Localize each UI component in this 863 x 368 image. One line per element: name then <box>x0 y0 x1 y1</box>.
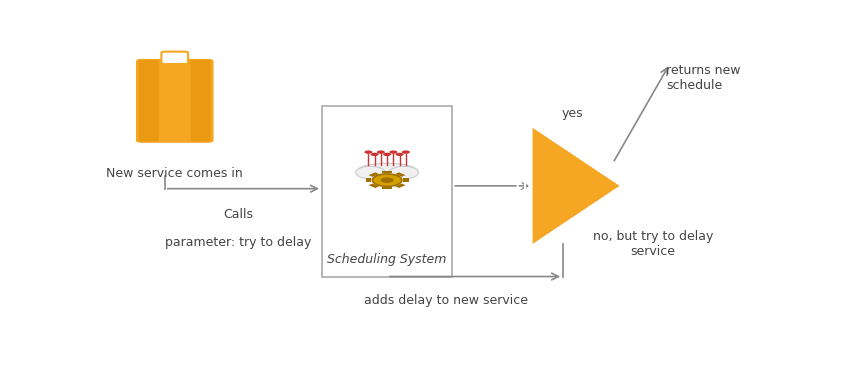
Bar <box>382 187 392 189</box>
Text: returns new
schedule: returns new schedule <box>666 64 740 92</box>
Ellipse shape <box>363 173 411 180</box>
Circle shape <box>383 153 391 156</box>
Text: adds delay to new service: adds delay to new service <box>363 294 527 307</box>
Bar <box>369 184 379 188</box>
Bar <box>382 171 392 173</box>
Bar <box>322 106 452 276</box>
Text: parameter: try to delay: parameter: try to delay <box>165 236 312 249</box>
Text: check if possible: check if possible <box>515 179 626 192</box>
Ellipse shape <box>357 163 417 179</box>
FancyBboxPatch shape <box>191 60 211 142</box>
Circle shape <box>356 166 385 179</box>
Circle shape <box>364 151 373 154</box>
Text: yes: yes <box>562 107 583 120</box>
Circle shape <box>395 153 404 156</box>
FancyBboxPatch shape <box>139 60 159 142</box>
Bar <box>403 178 408 182</box>
Circle shape <box>389 151 397 154</box>
Bar <box>395 184 406 188</box>
Bar <box>366 178 371 182</box>
Circle shape <box>377 151 385 154</box>
Circle shape <box>373 174 402 187</box>
Bar <box>395 172 406 177</box>
Circle shape <box>402 151 410 154</box>
Circle shape <box>370 153 379 156</box>
Text: New service comes in: New service comes in <box>106 167 243 180</box>
FancyBboxPatch shape <box>161 52 188 64</box>
Text: Scheduling System: Scheduling System <box>327 253 447 266</box>
Text: Calls: Calls <box>224 208 254 221</box>
FancyBboxPatch shape <box>136 59 213 143</box>
Circle shape <box>381 177 394 183</box>
Text: no, but try to delay
service: no, but try to delay service <box>593 230 713 258</box>
Bar <box>369 172 379 177</box>
Circle shape <box>389 166 419 179</box>
Polygon shape <box>532 128 620 244</box>
